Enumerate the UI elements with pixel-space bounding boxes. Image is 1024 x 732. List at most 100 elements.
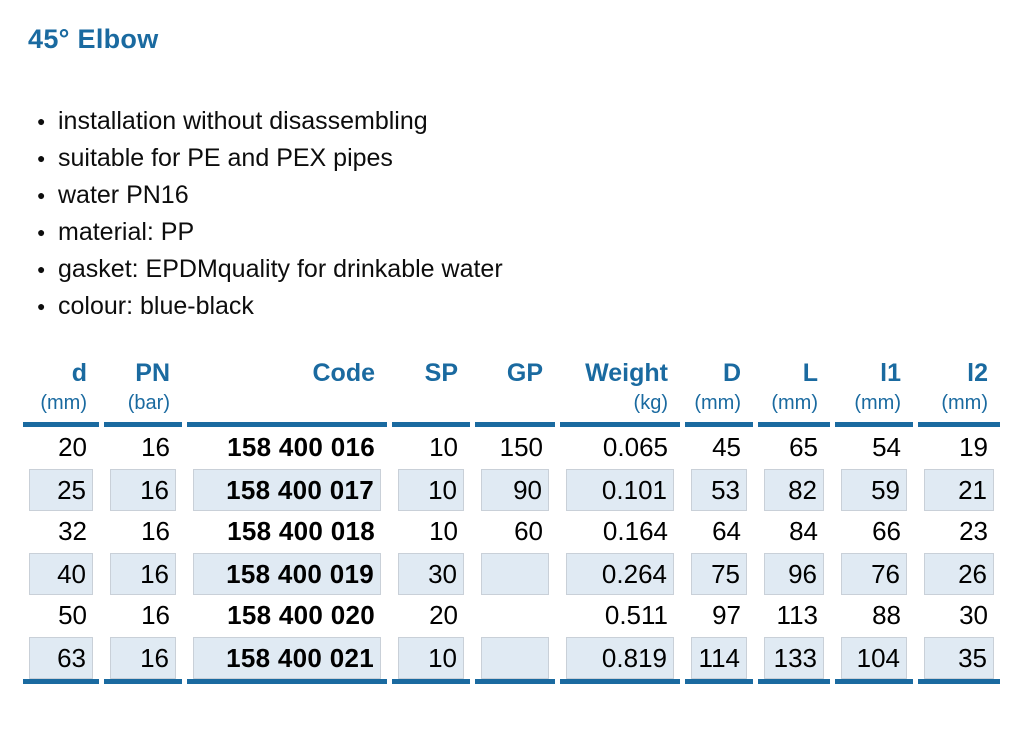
column-label: PN [135,359,170,387]
cell-value: 10 [429,516,458,546]
column-label: L [802,359,818,387]
column-label: GP [506,359,543,387]
table-cell-d: 50 [23,595,99,637]
cell-value: 114 [691,637,747,679]
table-header: d (mm) PN (bar) Code SP GP Weight (kg) D (mm) L (mm)… [23,356,1000,427]
table-row: 63 16 158 400 021 10 0.819 114 133 104 35 [23,637,1000,684]
column-label: d [71,359,87,387]
cell-value: 158 400 019 [193,553,381,595]
table-cell-pn: 16 [104,553,182,595]
cell-value: 75 [691,553,747,595]
table-row: 50 16 158 400 020 20 0.511 97 113 88 30 [23,595,1000,637]
table-cell-gp: 90 [475,469,555,511]
table-cell-sp: 10 [392,427,470,469]
table-cell-code: 158 400 016 [187,427,387,469]
cell-value: 82 [764,469,824,511]
cell-value [481,553,549,595]
list-item: ● colour: blue-black [37,288,503,325]
table-cell-l1: 76 [835,553,913,595]
table-cell-code: 158 400 021 [187,637,387,684]
cell-value: 63 [29,637,93,679]
bullet-icon: ● [37,261,46,277]
table-cell-d: 75 [685,553,753,595]
cell-value: 10 [429,432,458,462]
cell-value: 40 [29,553,93,595]
cell-value: 0.065 [602,432,668,462]
list-item-text: suitable for PE and PEX pipes [58,144,393,172]
column-label: Code [312,359,376,387]
cell-value: 25 [29,469,93,511]
header-cell-gp: GP [475,356,555,427]
cell-value: 16 [141,600,170,630]
column-unit: (mm) [941,392,988,414]
table-cell-weight: 0.264 [560,553,680,595]
cell-value: 59 [841,469,907,511]
cell-value [481,595,549,637]
cell-value: 0.264 [566,553,674,595]
header-cell-l: L (mm) [758,356,830,427]
spec-table: d (mm) PN (bar) Code SP GP Weight (kg) D (mm) L (mm)… [18,356,1005,684]
table-cell-gp [475,637,555,684]
table-cell-gp: 150 [475,427,555,469]
cell-value: 53 [691,469,747,511]
column-unit [187,390,375,416]
table-cell-l: 113 [758,595,830,637]
column-unit: (mm) [694,392,741,414]
bullet-icon: ● [37,224,46,240]
cell-value: 45 [712,432,741,462]
table-cell-weight: 0.164 [560,511,680,553]
cell-value: 0.101 [566,469,674,511]
table-cell-l1: 88 [835,595,913,637]
column-unit: (kg) [633,392,668,414]
table-cell-pn: 16 [104,637,182,684]
cell-value: 50 [58,600,87,630]
cell-value: 19 [959,432,988,462]
column-unit: (bar) [127,392,170,414]
cell-value: 158 400 020 [227,600,375,630]
cell-value: 10 [398,637,464,679]
table-cell-sp: 10 [392,511,470,553]
table-cell-weight: 0.511 [560,595,680,637]
cell-value: 26 [924,553,994,595]
table-cell-gp [475,595,555,637]
table-cell-l1: 59 [835,469,913,511]
table-cell-l2: 30 [918,595,1000,637]
table-cell-gp: 60 [475,511,555,553]
table-row: 20 16 158 400 016 10 150 0.065 45 65 54 19 [23,427,1000,469]
table-row: 32 16 158 400 018 10 60 0.164 64 84 66 23 [23,511,1000,553]
list-item: ● material: PP [37,214,503,251]
table-cell-weight: 0.819 [560,637,680,684]
cell-value: 16 [110,637,176,679]
bullet-icon: ● [37,187,46,203]
list-item-text: gasket: EPDMquality for drinkable water [58,255,503,283]
header-cell-l1: l1 (mm) [835,356,913,427]
table-cell-d: 63 [23,637,99,684]
cell-value: 90 [481,469,549,511]
table-cell-l2: 35 [918,637,1000,684]
cell-value: 133 [764,637,824,679]
cell-value: 21 [924,469,994,511]
header-cell-d: d (mm) [23,356,99,427]
cell-value: 158 400 018 [227,516,375,546]
cell-value: 96 [764,553,824,595]
list-item: ● gasket: EPDMquality for drinkable water [37,251,503,288]
cell-value: 16 [141,432,170,462]
table-cell-weight: 0.101 [560,469,680,511]
cell-value: 30 [398,553,464,595]
list-item: ● suitable for PE and PEX pipes [37,140,503,177]
column-unit: (mm) [771,392,818,414]
column-unit: (mm) [40,392,87,414]
cell-value: 65 [789,432,818,462]
column-unit: (mm) [854,392,901,414]
list-item-text: installation without disassembling [58,107,428,135]
header-cell-sp: SP [392,356,470,427]
table-cell-l2: 19 [918,427,1000,469]
list-item-text: material: PP [58,218,195,246]
header-cell-weight: Weight (kg) [560,356,680,427]
cell-value: 97 [712,600,741,630]
cell-value: 158 400 021 [193,637,381,679]
list-item-text: water PN16 [58,181,189,209]
cell-value: 32 [58,516,87,546]
table-cell-l2: 23 [918,511,1000,553]
